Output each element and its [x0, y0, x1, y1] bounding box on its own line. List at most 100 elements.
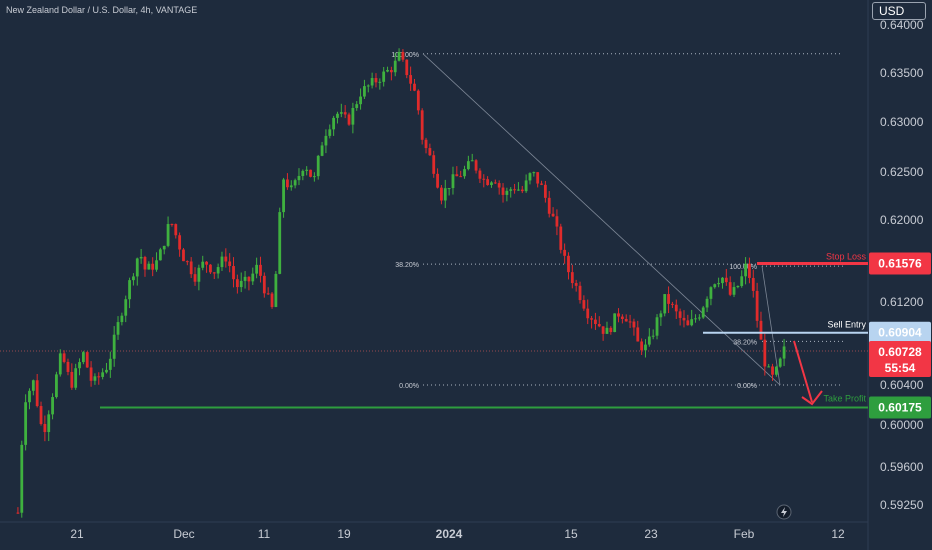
candle	[243, 270, 247, 289]
candle-body	[682, 317, 686, 321]
candle	[397, 48, 401, 62]
candle-body	[132, 276, 135, 281]
candle	[166, 216, 170, 248]
candle-body	[432, 155, 436, 174]
currency-button[interactable]: USD	[872, 2, 926, 20]
price-tick-label: 0.63000	[880, 115, 924, 129]
candle	[74, 363, 78, 390]
time-axis[interactable]: 21 Dec 11 19 2024 15 23 Feb 12	[70, 504, 845, 541]
candle	[470, 153, 474, 162]
candle-body	[782, 346, 786, 359]
candle-body	[312, 176, 316, 178]
candle	[62, 350, 66, 364]
candle-body	[24, 402, 28, 445]
candle	[247, 276, 251, 291]
candle	[405, 59, 409, 79]
sell-entry-tag-box	[869, 321, 931, 344]
candle-body	[370, 78, 374, 86]
candle-body	[413, 83, 416, 91]
candle-body	[520, 189, 524, 192]
candle-body	[728, 282, 732, 295]
candle	[759, 311, 763, 340]
candle-body	[235, 279, 239, 288]
candle	[228, 253, 232, 273]
candle	[432, 150, 436, 178]
candle-body	[382, 71, 386, 82]
candle-body	[721, 277, 724, 284]
candle-body	[174, 224, 178, 236]
candle	[466, 155, 470, 171]
candle	[748, 257, 751, 284]
candle-body	[316, 155, 320, 177]
candle-body	[239, 280, 243, 288]
candle-body	[667, 294, 670, 304]
candle-body	[297, 176, 301, 181]
candle-body	[158, 249, 162, 261]
candle-body	[212, 272, 216, 274]
candle	[105, 362, 108, 374]
candle-body	[582, 300, 586, 309]
sell-entry-tag: 0.60904	[869, 321, 931, 344]
candles[interactable]	[16, 48, 786, 518]
candle-body	[570, 272, 574, 284]
candle	[320, 141, 324, 157]
candle	[543, 180, 547, 203]
candle-body	[401, 52, 405, 60]
candle	[147, 261, 151, 270]
candle	[305, 166, 309, 176]
candle-body	[620, 316, 624, 319]
candle	[424, 137, 428, 154]
candle	[143, 255, 147, 277]
chart-title: New Zealand Dollar / U.S. Dollar, 4h, VA…	[6, 5, 198, 15]
candle-body	[259, 264, 262, 276]
candle	[239, 272, 243, 293]
candle	[193, 267, 197, 286]
candle	[493, 179, 497, 184]
candle	[85, 351, 89, 368]
take-profit-tag-text: 0.60175	[878, 401, 922, 415]
candle	[451, 166, 455, 195]
candle	[447, 188, 451, 196]
candle-body	[463, 169, 466, 177]
candle-body	[505, 190, 509, 195]
candle-body	[305, 169, 309, 171]
candle-body	[482, 178, 486, 180]
candle	[124, 295, 128, 323]
candle	[697, 314, 701, 321]
candle	[47, 410, 51, 442]
candle-body	[724, 277, 728, 283]
candle-body	[774, 366, 778, 375]
candle-body	[262, 275, 266, 294]
candle	[536, 172, 540, 188]
candle	[736, 285, 740, 289]
price-axis[interactable]: 0.64000 0.63500 0.63000 0.62500 0.62000 0.612…	[869, 18, 931, 512]
candle-body	[324, 135, 328, 146]
candle	[628, 314, 632, 329]
small-fib-100-label: 100.00%	[729, 264, 757, 271]
candle-body	[355, 104, 359, 108]
candle-body	[466, 161, 470, 170]
candle	[286, 173, 289, 190]
candle	[132, 273, 135, 286]
candle	[782, 338, 786, 367]
candle-body	[717, 283, 721, 285]
candle-body	[424, 139, 428, 149]
candle	[420, 108, 424, 145]
candle	[382, 66, 386, 87]
candle	[651, 329, 655, 340]
candle	[709, 286, 713, 306]
candle-body	[393, 60, 397, 73]
candle-body	[759, 320, 763, 340]
candle	[220, 251, 224, 271]
candle-body	[209, 264, 212, 273]
candle-body	[509, 189, 513, 191]
candle-body	[309, 169, 312, 177]
candle-body	[416, 90, 420, 111]
candle-body	[409, 75, 413, 84]
candle-body	[185, 261, 189, 263]
candle-body	[143, 257, 147, 270]
candle-body	[436, 173, 439, 188]
candle	[182, 247, 185, 262]
candle-body	[778, 358, 782, 367]
